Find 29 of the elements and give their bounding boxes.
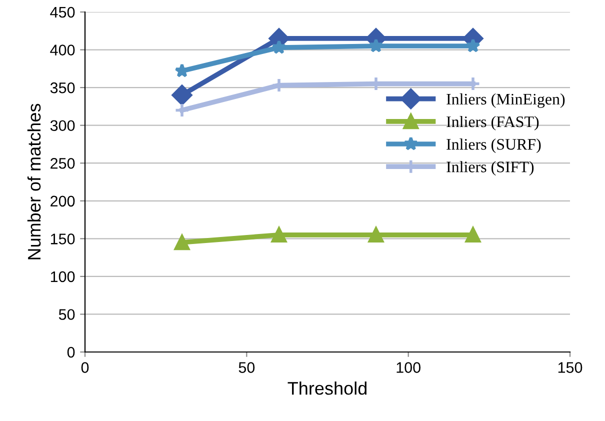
- legend-label: Inliers (SURF): [446, 138, 541, 153]
- y-tick-label: 250: [50, 158, 75, 169]
- x-axis-title: Threshold: [288, 382, 366, 395]
- legend-label: Inliers (FAST): [446, 116, 539, 130]
- x-tick-label: 100: [396, 362, 420, 373]
- y-tick-label: 300: [50, 120, 75, 132]
- point: [271, 227, 287, 243]
- y-tick-label: 50: [58, 309, 75, 320]
- legend-label: Inliers (SIFT): [446, 161, 534, 176]
- x-tick-label: 0: [81, 362, 89, 373]
- point: [174, 102, 190, 118]
- x-tick-label: 150: [558, 362, 582, 373]
- y-axis-title: Number of matches: [27, 104, 41, 260]
- legend-label: Inliers (MinEigen): [446, 93, 565, 108]
- point: [368, 38, 384, 52]
- x-tick-label: 50: [238, 362, 255, 373]
- point: [368, 227, 384, 243]
- point: [272, 40, 286, 54]
- y-tick-label: 400: [50, 44, 75, 56]
- y-tick-label: 100: [50, 271, 75, 282]
- point: [172, 84, 192, 106]
- y-tick-label: 0: [67, 346, 75, 358]
- point: [466, 38, 480, 52]
- y-tick-label: 150: [50, 234, 75, 244]
- point: [174, 234, 190, 250]
- y-tick-label: 200: [50, 196, 75, 207]
- y-tick-label: 350: [50, 82, 75, 94]
- point: [465, 227, 481, 243]
- y-tick-label: 450: [50, 6, 75, 18]
